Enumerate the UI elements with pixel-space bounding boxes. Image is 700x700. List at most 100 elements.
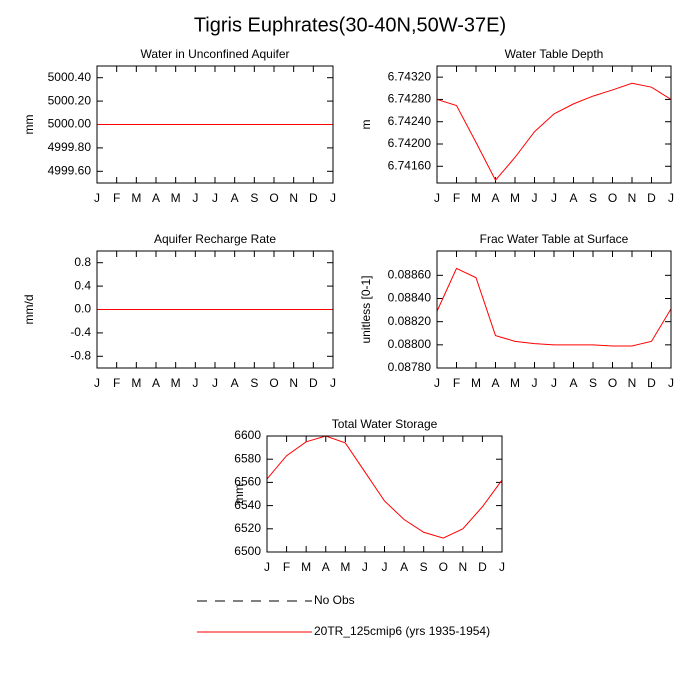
x-tick-label: N <box>289 376 298 390</box>
x-tick-label: J <box>382 560 388 574</box>
y-tick-label: 5000.40 <box>48 70 92 84</box>
x-tick-label: A <box>152 191 160 205</box>
x-tick-label: J <box>532 376 538 390</box>
y-tick-label: 6580 <box>234 451 261 465</box>
y-tick-label: 0.0 <box>74 302 91 316</box>
panel-title: Total Water Storage <box>332 417 438 431</box>
y-axis-label: mm <box>22 115 36 135</box>
x-tick-label: J <box>434 376 440 390</box>
x-tick-label: N <box>628 191 637 205</box>
x-tick-label: J <box>212 191 218 205</box>
y-tick-label: 0.8 <box>74 255 91 269</box>
x-tick-label: D <box>309 191 318 205</box>
data-line <box>436 82 672 182</box>
legend-label: 20TR_125cmip6 (yrs 1935-1954) <box>314 624 490 638</box>
x-tick-label: J <box>551 376 557 390</box>
x-tick-label: A <box>322 560 330 574</box>
x-tick-label: F <box>453 376 460 390</box>
x-tick-label: M <box>340 560 350 574</box>
x-tick-label: F <box>113 191 120 205</box>
y-tick-label: 0.08780 <box>388 360 432 374</box>
x-tick-label: M <box>471 191 481 205</box>
x-tick-label: J <box>668 191 674 205</box>
y-axis-label: unitless [0-1] <box>359 275 373 343</box>
x-tick-label: J <box>532 191 538 205</box>
x-tick-label: S <box>589 191 597 205</box>
x-tick-label: J <box>668 376 674 390</box>
x-tick-label: A <box>491 191 499 205</box>
x-tick-label: N <box>628 376 637 390</box>
x-tick-label: O <box>439 560 448 574</box>
y-tick-label: 0.08820 <box>388 314 432 328</box>
y-tick-label: 6.74200 <box>388 136 432 150</box>
x-tick-label: N <box>289 191 298 205</box>
x-tick-label: M <box>131 376 141 390</box>
x-tick-label: S <box>250 191 258 205</box>
panel-title: Water Table Depth <box>505 47 604 61</box>
x-tick-label: J <box>330 191 336 205</box>
x-tick-label: O <box>269 376 278 390</box>
y-tick-label: 6500 <box>234 544 261 558</box>
panel-title: Frac Water Table at Surface <box>480 232 629 246</box>
x-tick-label: A <box>491 376 499 390</box>
x-tick-label: M <box>510 191 520 205</box>
x-tick-label: F <box>453 191 460 205</box>
x-tick-label: D <box>478 560 487 574</box>
x-tick-label: F <box>283 560 290 574</box>
y-tick-label: 4999.80 <box>48 140 92 154</box>
x-tick-label: J <box>499 560 505 574</box>
x-tick-label: M <box>131 191 141 205</box>
x-tick-label: A <box>569 191 577 205</box>
x-tick-label: N <box>458 560 467 574</box>
x-tick-label: O <box>608 191 617 205</box>
x-tick-label: M <box>510 376 520 390</box>
x-tick-label: J <box>192 191 198 205</box>
x-tick-label: J <box>434 191 440 205</box>
y-tick-label: -0.8 <box>70 348 91 362</box>
plot-frame <box>96 65 334 184</box>
x-tick-label: D <box>647 191 656 205</box>
x-tick-label: S <box>420 560 428 574</box>
y-axis-label: mm <box>232 484 246 504</box>
y-tick-label: 6600 <box>234 428 261 442</box>
x-tick-label: D <box>647 376 656 390</box>
y-tick-label: 6.74320 <box>388 69 432 83</box>
y-tick-label: -0.4 <box>70 325 91 339</box>
x-tick-label: M <box>171 376 181 390</box>
x-tick-label: M <box>471 376 481 390</box>
x-tick-label: M <box>301 560 311 574</box>
x-tick-label: A <box>231 376 239 390</box>
x-tick-label: J <box>94 376 100 390</box>
y-tick-label: 0.08860 <box>388 267 432 281</box>
x-tick-label: F <box>113 376 120 390</box>
y-tick-label: 6.74240 <box>388 114 432 128</box>
y-tick-label: 6520 <box>234 521 261 535</box>
x-tick-label: D <box>309 376 318 390</box>
x-tick-label: O <box>608 376 617 390</box>
x-tick-label: S <box>589 376 597 390</box>
y-tick-label: 6.74280 <box>388 92 432 106</box>
x-tick-label: J <box>330 376 336 390</box>
x-tick-label: J <box>362 560 368 574</box>
x-tick-label: A <box>231 191 239 205</box>
x-tick-label: A <box>400 560 408 574</box>
y-tick-label: 5000.20 <box>48 93 92 107</box>
x-tick-label: J <box>94 191 100 205</box>
y-tick-label: 4999.60 <box>48 163 92 177</box>
y-tick-label: 0.08800 <box>388 337 432 351</box>
plot-frame <box>436 250 672 369</box>
y-axis-label: mm/d <box>22 295 36 325</box>
plot-frame <box>266 435 503 553</box>
x-tick-label: A <box>152 376 160 390</box>
y-tick-label: 6540 <box>234 498 261 512</box>
plot-frame <box>96 250 334 369</box>
y-tick-label: 6.74160 <box>388 158 432 172</box>
y-axis-label: m <box>359 120 373 130</box>
x-tick-label: M <box>171 191 181 205</box>
legend-label: No Obs <box>314 593 355 607</box>
x-tick-label: A <box>569 376 577 390</box>
y-tick-label: 0.4 <box>74 278 91 292</box>
x-tick-label: J <box>212 376 218 390</box>
